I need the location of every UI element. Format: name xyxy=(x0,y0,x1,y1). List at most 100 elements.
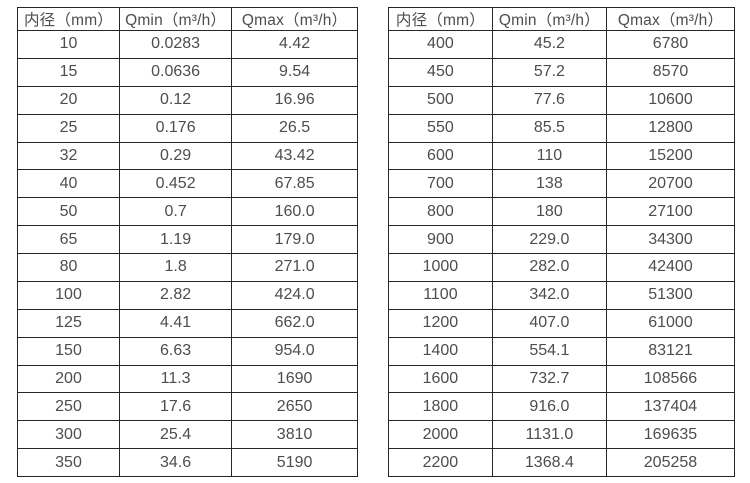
table-cell: 25 xyxy=(17,113,120,143)
header-cell-qmax: Qmax（m³/h） xyxy=(605,7,736,31)
table-cell: 1400 xyxy=(388,336,493,366)
table-row: 500 77.6 10600 xyxy=(388,85,736,115)
table-cell: 125 xyxy=(17,308,120,338)
table-cell: 34.6 xyxy=(118,448,233,477)
table-cell: 1.19 xyxy=(118,225,233,254)
table-cell: 250 xyxy=(17,392,120,422)
table-cell: 110 xyxy=(491,141,607,171)
table-cell: 3810 xyxy=(231,420,358,450)
table-cell: 8570 xyxy=(605,57,736,87)
flow-spec-table-large-diameters: 内径（mm） Qmin（m³/h） Qmax（m³/h） 400 45.2 6780… xyxy=(388,7,736,477)
table-cell: 65 xyxy=(17,225,120,254)
table-cell: 1000 xyxy=(388,253,493,282)
table-cell: 108566 xyxy=(605,364,736,394)
table-row: 1000 282.0 42400 xyxy=(388,253,736,282)
table-cell: 9.54 xyxy=(231,57,358,87)
table-cell: 67.85 xyxy=(231,169,358,199)
table-cell: 407.0 xyxy=(491,308,607,338)
table-cell: 300 xyxy=(17,420,120,450)
table-row: 25 0.176 26.5 xyxy=(17,113,358,143)
table-cell: 954.0 xyxy=(231,336,358,366)
table-cell: 282.0 xyxy=(491,253,607,282)
table-row: 600 110 15200 xyxy=(388,141,736,171)
table-row: 700 138 20700 xyxy=(388,169,736,199)
table-row: 100 2.82 424.0 xyxy=(17,280,358,310)
table-row: 2000 1131.0 169635 xyxy=(388,420,736,450)
table-cell: 1100 xyxy=(388,280,493,310)
table-row: 400 45.2 6780 xyxy=(388,30,736,59)
table-cell: 205258 xyxy=(605,448,736,477)
table-cell: 20700 xyxy=(605,169,736,199)
table-row: 15 0.0636 9.54 xyxy=(17,57,358,87)
table-row: 50 0.7 160.0 xyxy=(17,197,358,227)
table-cell: 50 xyxy=(17,197,120,227)
table-row: 32 0.29 43.42 xyxy=(17,141,358,171)
header-row: 内径（mm） Qmin（m³/h） Qmax（m³/h） xyxy=(388,7,736,31)
table-cell: 180 xyxy=(491,197,607,227)
table-cell: 100 xyxy=(17,280,120,310)
header-cell-qmax: Qmax（m³/h） xyxy=(231,7,358,31)
table-cell: 61000 xyxy=(605,308,736,338)
table-cell: 0.176 xyxy=(118,113,233,143)
table-cell: 6780 xyxy=(605,30,736,59)
table-cell: 77.6 xyxy=(491,85,607,115)
table-cell: 550 xyxy=(388,113,493,143)
table-cell: 179.0 xyxy=(231,225,358,254)
table-cell: 2200 xyxy=(388,448,493,477)
table-cell: 229.0 xyxy=(491,225,607,254)
table-cell: 450 xyxy=(388,57,493,87)
table-cell: 10 xyxy=(17,30,120,59)
table-cell: 271.0 xyxy=(231,253,358,282)
table-cell: 1131.0 xyxy=(491,420,607,450)
table-cell: 51300 xyxy=(605,280,736,310)
table-body: 10 0.0283 4.42 15 0.0636 9.54 20 0.12 16.96 25 0.1… xyxy=(17,30,358,477)
table-cell: 4.41 xyxy=(118,308,233,338)
table-cell: 5190 xyxy=(231,448,358,477)
table-cell: 424.0 xyxy=(231,280,358,310)
header-row: 内径（mm） Qmin（m³/h） Qmax（m³/h） xyxy=(17,7,358,31)
table-row: 1600 732.7 108566 xyxy=(388,364,736,394)
table-row: 20 0.12 16.96 xyxy=(17,85,358,115)
table-row: 125 4.41 662.0 xyxy=(17,308,358,338)
table-cell: 57.2 xyxy=(491,57,607,87)
table-cell: 15200 xyxy=(605,141,736,171)
table-cell: 25.4 xyxy=(118,420,233,450)
header-cell-qmin: Qmin（m³/h） xyxy=(491,7,607,31)
table-cell: 0.29 xyxy=(118,141,233,171)
table-cell: 15 xyxy=(17,57,120,87)
table-row: 1400 554.1 83121 xyxy=(388,336,736,366)
table-cell: 42400 xyxy=(605,253,736,282)
table-cell: 400 xyxy=(388,30,493,59)
table-body: 400 45.2 6780 450 57.2 8570 500 77.6 10600 550 85.… xyxy=(388,30,736,477)
table-cell: 40 xyxy=(17,169,120,199)
header-cell-diameter: 内径（mm） xyxy=(388,7,493,31)
table-cell: 800 xyxy=(388,197,493,227)
table-cell: 17.6 xyxy=(118,392,233,422)
table-cell: 20 xyxy=(17,85,120,115)
table-cell: 1368.4 xyxy=(491,448,607,477)
table-row: 1800 916.0 137404 xyxy=(388,392,736,422)
table-row: 10 0.0283 4.42 xyxy=(17,30,358,59)
table-row: 450 57.2 8570 xyxy=(388,57,736,87)
table-cell: 554.1 xyxy=(491,336,607,366)
table-cell: 900 xyxy=(388,225,493,254)
table-cell: 342.0 xyxy=(491,280,607,310)
table-cell: 4.42 xyxy=(231,30,358,59)
table-cell: 43.42 xyxy=(231,141,358,171)
table-cell: 85.5 xyxy=(491,113,607,143)
table-cell: 600 xyxy=(388,141,493,171)
table-cell: 500 xyxy=(388,85,493,115)
table-cell: 1200 xyxy=(388,308,493,338)
table-cell: 138 xyxy=(491,169,607,199)
table-cell: 12800 xyxy=(605,113,736,143)
table-cell: 0.452 xyxy=(118,169,233,199)
table-cell: 0.0283 xyxy=(118,30,233,59)
table-cell: 350 xyxy=(17,448,120,477)
flow-spec-table-small-diameters: 内径（mm） Qmin（m³/h） Qmax（m³/h） 10 0.0283 4.4… xyxy=(17,7,358,477)
table-cell: 732.7 xyxy=(491,364,607,394)
table-cell: 1690 xyxy=(231,364,358,394)
table-row: 80 1.8 271.0 xyxy=(17,253,358,282)
table-cell: 200 xyxy=(17,364,120,394)
table-row: 200 11.3 1690 xyxy=(17,364,358,394)
table-cell: 11.3 xyxy=(118,364,233,394)
